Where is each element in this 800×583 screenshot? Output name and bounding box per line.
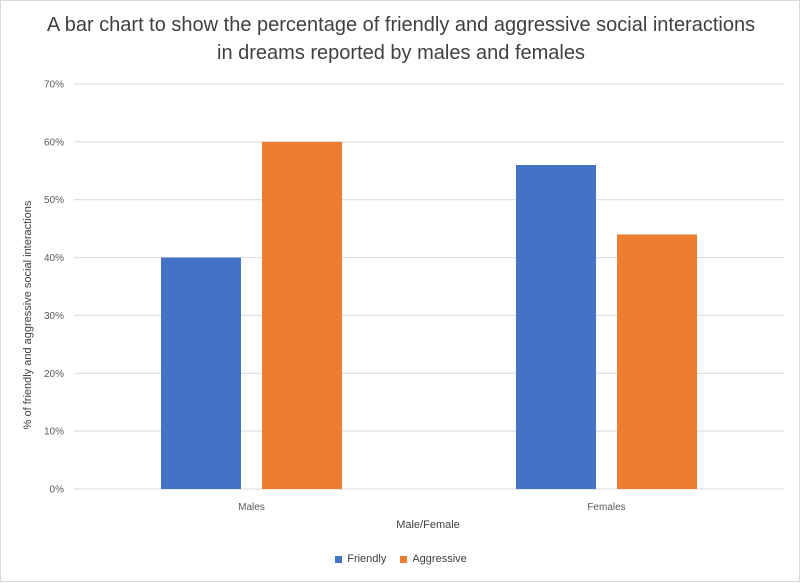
x-axis-title: Male/Female xyxy=(396,519,460,531)
x-tick-label: Males xyxy=(238,502,265,513)
legend-swatch-friendly xyxy=(335,555,343,563)
legend: Friendly Aggressive xyxy=(1,553,800,565)
legend-label-aggressive: Aggressive xyxy=(412,553,467,565)
x-tick-labels: Males Females xyxy=(238,502,626,513)
y-tick-label: 0% xyxy=(50,485,65,496)
y-tick-label: 50% xyxy=(44,195,64,206)
bar-friendly-males xyxy=(161,257,241,489)
y-tick-label: 30% xyxy=(44,311,64,322)
y-tick-label: 60% xyxy=(44,137,64,148)
bar-aggressive-males xyxy=(262,141,342,489)
legend-item-friendly: Friendly xyxy=(335,553,386,565)
y-tick-labels: 0% 10% 20% 30% 40% 50% 60% 70% xyxy=(44,80,64,496)
legend-swatch-aggressive xyxy=(400,555,408,563)
y-tick-label: 40% xyxy=(44,253,64,264)
y-tick-label: 10% xyxy=(44,427,64,438)
y-tick-label: 70% xyxy=(44,80,64,91)
bars xyxy=(161,141,697,489)
y-axis-title: % of friendly and aggressive social inte… xyxy=(22,200,34,429)
chart-title: A bar chart to show the percentage of fr… xyxy=(46,14,756,64)
x-tick-label: Females xyxy=(587,502,625,513)
legend-label-friendly: Friendly xyxy=(347,553,387,565)
y-tick-label: 20% xyxy=(44,369,64,380)
bar-friendly-females xyxy=(516,165,596,489)
bar-aggressive-females xyxy=(617,234,697,489)
legend-item-aggressive: Aggressive xyxy=(400,553,467,565)
